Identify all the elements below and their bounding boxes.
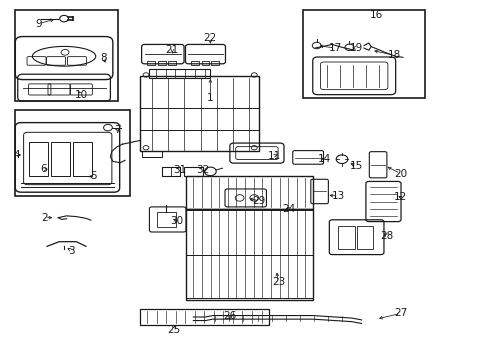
- Bar: [185, 209, 312, 300]
- Text: 15: 15: [349, 161, 363, 171]
- Bar: [201, 61, 209, 65]
- Text: 22: 22: [203, 33, 217, 43]
- Text: 7: 7: [114, 125, 121, 135]
- Text: 6: 6: [40, 164, 46, 174]
- Bar: [140, 309, 268, 325]
- Text: 9: 9: [35, 19, 42, 29]
- Text: 11: 11: [267, 150, 281, 161]
- Text: 32: 32: [196, 165, 209, 175]
- Text: 12: 12: [393, 192, 407, 202]
- Bar: [158, 61, 165, 65]
- Bar: [168, 61, 176, 65]
- Bar: [337, 226, 354, 249]
- Text: 19: 19: [349, 43, 363, 53]
- Text: 18: 18: [387, 50, 400, 60]
- Bar: [185, 176, 312, 209]
- Bar: [183, 167, 203, 176]
- Bar: [149, 69, 210, 78]
- Bar: [303, 10, 424, 98]
- Text: 21: 21: [165, 45, 179, 55]
- Text: 28: 28: [380, 231, 393, 240]
- Bar: [73, 142, 92, 176]
- Text: 20: 20: [393, 168, 407, 179]
- Bar: [51, 142, 70, 176]
- Text: 13: 13: [331, 191, 345, 201]
- Bar: [15, 110, 130, 196]
- Text: 30: 30: [169, 216, 183, 226]
- Bar: [190, 61, 198, 65]
- Text: 1: 1: [206, 93, 213, 103]
- Text: 10: 10: [75, 90, 87, 100]
- Bar: [15, 10, 118, 101]
- Bar: [147, 61, 155, 65]
- Text: 29: 29: [252, 196, 265, 206]
- Bar: [29, 142, 48, 176]
- Text: 5: 5: [90, 171, 97, 181]
- Bar: [157, 212, 176, 226]
- Text: 16: 16: [369, 10, 382, 20]
- Text: 4: 4: [13, 150, 20, 160]
- Text: 25: 25: [167, 325, 180, 334]
- Text: 26: 26: [223, 311, 236, 321]
- Text: 17: 17: [328, 43, 341, 53]
- Text: 31: 31: [173, 165, 186, 175]
- Text: 2: 2: [41, 213, 48, 222]
- Text: 3: 3: [68, 246, 75, 256]
- Text: 8: 8: [100, 53, 106, 63]
- Bar: [161, 167, 180, 176]
- Bar: [142, 150, 161, 157]
- Text: 24: 24: [281, 204, 294, 214]
- Bar: [356, 226, 372, 249]
- Bar: [211, 61, 219, 65]
- Text: 23: 23: [271, 277, 285, 287]
- Text: 14: 14: [317, 154, 330, 164]
- Bar: [140, 76, 259, 151]
- Text: 27: 27: [393, 309, 407, 318]
